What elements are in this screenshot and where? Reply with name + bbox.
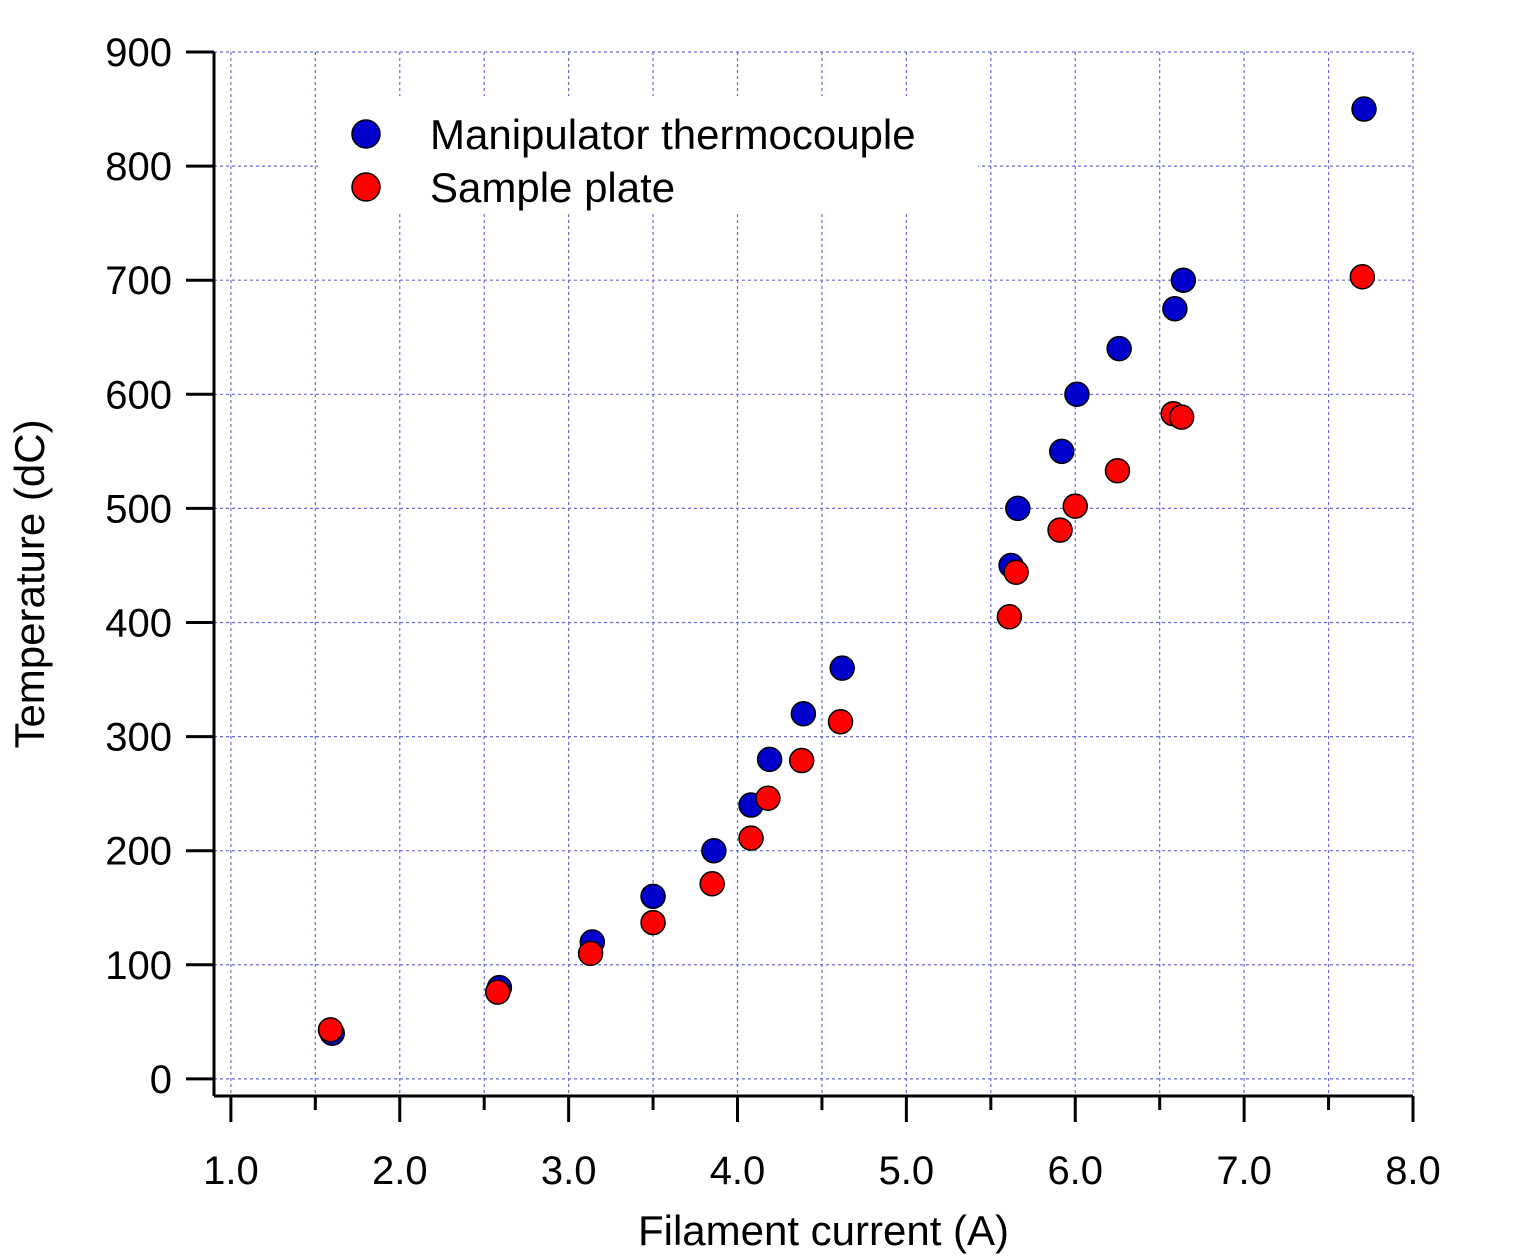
x-tick-label: 6.0 bbox=[1047, 1149, 1103, 1193]
grid bbox=[214, 51, 1414, 1096]
data-point bbox=[1064, 381, 1090, 408]
data-point bbox=[738, 825, 764, 851]
y-tick-label: 300 bbox=[105, 716, 172, 760]
data-point bbox=[640, 883, 666, 910]
series-sample-plate bbox=[317, 264, 1376, 1043]
y-tick-label: 900 bbox=[105, 31, 172, 75]
legend: Manipulator thermocouple Sample plate bbox=[318, 96, 978, 214]
data-point bbox=[1351, 96, 1377, 122]
data-point bbox=[827, 709, 854, 735]
data-point bbox=[1048, 438, 1075, 465]
data-point bbox=[996, 604, 1023, 630]
y-axis-title: Temperature (dC) bbox=[6, 419, 53, 748]
data-point bbox=[1170, 267, 1197, 293]
y-tick-label: 100 bbox=[105, 944, 172, 988]
data-point bbox=[1005, 495, 1031, 522]
data-point bbox=[1047, 517, 1073, 543]
data-point bbox=[756, 746, 783, 773]
data-point bbox=[701, 837, 727, 864]
data-point bbox=[1106, 335, 1132, 362]
y-tick-label: 0 bbox=[150, 1058, 172, 1102]
x-tick-label: 8.0 bbox=[1385, 1149, 1441, 1193]
data-point bbox=[755, 785, 781, 811]
axes bbox=[212, 52, 1413, 1098]
legend-box bbox=[318, 96, 978, 214]
x-tick-label: 3.0 bbox=[541, 1149, 597, 1193]
data-point bbox=[484, 979, 511, 1005]
data-points bbox=[317, 96, 1377, 1046]
data-point bbox=[1104, 457, 1131, 484]
data-point bbox=[699, 871, 725, 897]
legend-marker bbox=[351, 172, 381, 202]
data-point bbox=[829, 655, 855, 681]
data-point bbox=[790, 701, 817, 727]
data-point bbox=[1003, 559, 1029, 586]
series-manipulator-thermocouple bbox=[319, 96, 1377, 1046]
y-tick-label: 500 bbox=[105, 487, 172, 531]
y-tick-label: 800 bbox=[105, 145, 172, 189]
data-point bbox=[577, 940, 604, 967]
y-tick-label: 200 bbox=[105, 830, 172, 874]
ticks: 0 100 200 300 400 500 600 700 800 900 1.0 2.0 3.0 4.0… bbox=[105, 31, 1441, 1193]
data-point bbox=[1349, 264, 1376, 290]
y-tick-label: 600 bbox=[105, 373, 172, 417]
data-point bbox=[1168, 404, 1195, 430]
x-tick-label: 1.0 bbox=[203, 1149, 259, 1193]
data-point bbox=[788, 747, 815, 774]
legend-label: Manipulator thermocouple bbox=[430, 111, 916, 158]
x-tick-label: 7.0 bbox=[1216, 1149, 1272, 1193]
y-tick-label: 700 bbox=[105, 259, 172, 303]
y-tick-label: 400 bbox=[105, 601, 172, 645]
data-point bbox=[1162, 295, 1188, 322]
data-point bbox=[640, 909, 666, 936]
x-tick-label: 5.0 bbox=[879, 1149, 935, 1193]
x-tick-label: 4.0 bbox=[710, 1149, 766, 1193]
x-axis-title: Filament current (A) bbox=[638, 1207, 1009, 1254]
legend-label: Sample plate bbox=[430, 164, 675, 211]
data-point bbox=[317, 1017, 344, 1043]
data-point bbox=[1062, 493, 1089, 519]
legend-marker bbox=[351, 119, 381, 149]
x-tick-label: 2.0 bbox=[372, 1149, 428, 1193]
